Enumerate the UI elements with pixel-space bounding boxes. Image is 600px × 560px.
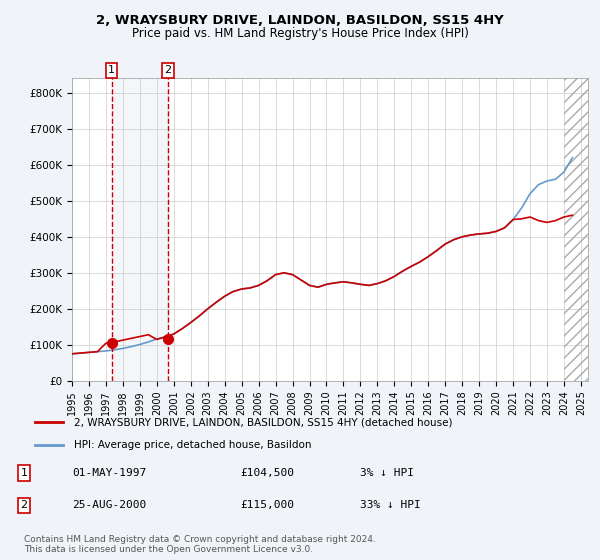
Text: 1: 1	[20, 468, 28, 478]
Bar	[112, 78, 168, 381]
Bar	[564, 78, 588, 381]
Bar	[564, 78, 588, 381]
Text: £104,500: £104,500	[240, 468, 294, 478]
Text: 3% ↓ HPI: 3% ↓ HPI	[360, 468, 414, 478]
Text: HPI: Average price, detached house, Basildon: HPI: Average price, detached house, Basi…	[74, 440, 311, 450]
Text: 01-MAY-1997: 01-MAY-1997	[72, 468, 146, 478]
Text: £115,000: £115,000	[240, 501, 294, 510]
Text: Price paid vs. HM Land Registry's House Price Index (HPI): Price paid vs. HM Land Registry's House …	[131, 27, 469, 40]
Text: 33% ↓ HPI: 33% ↓ HPI	[360, 501, 421, 510]
Text: 2: 2	[164, 66, 172, 76]
Text: 25-AUG-2000: 25-AUG-2000	[72, 501, 146, 510]
Text: 1: 1	[108, 66, 115, 76]
Text: 2: 2	[20, 501, 28, 510]
Text: 2, WRAYSBURY DRIVE, LAINDON, BASILDON, SS15 4HY (detached house): 2, WRAYSBURY DRIVE, LAINDON, BASILDON, S…	[74, 417, 452, 427]
Text: Contains HM Land Registry data © Crown copyright and database right 2024.
This d: Contains HM Land Registry data © Crown c…	[24, 535, 376, 554]
Text: 2, WRAYSBURY DRIVE, LAINDON, BASILDON, SS15 4HY: 2, WRAYSBURY DRIVE, LAINDON, BASILDON, S…	[96, 14, 504, 27]
